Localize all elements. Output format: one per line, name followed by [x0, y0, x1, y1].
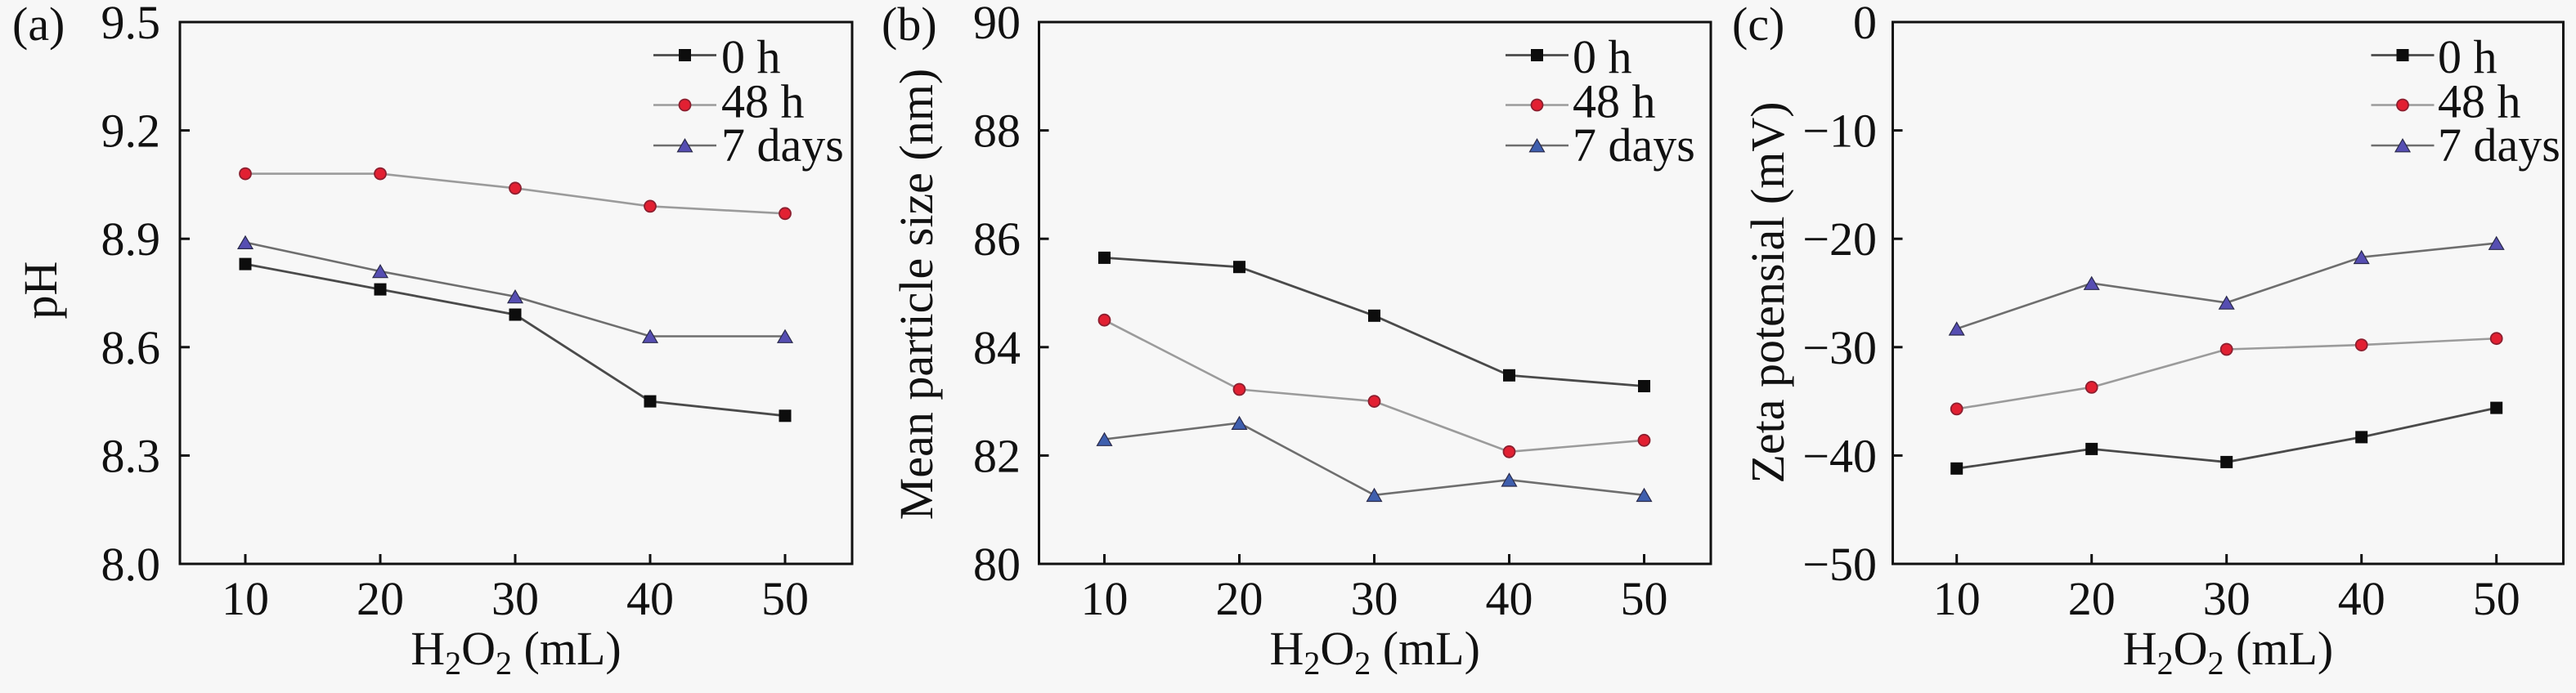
svg-text:30: 30	[1351, 572, 1398, 625]
svg-text:9.5: 9.5	[101, 0, 161, 49]
svg-text:−10: −10	[1802, 105, 1877, 158]
svg-text:H2O2 (mL): H2O2 (mL)	[2123, 622, 2333, 682]
svg-text:Zeta potensial (mV): Zeta potensial (mV)	[1741, 101, 1794, 483]
svg-text:7 days: 7 days	[721, 118, 844, 172]
svg-text:40: 40	[1486, 572, 1533, 625]
svg-text:50: 50	[761, 572, 809, 625]
svg-text:(a): (a)	[12, 0, 65, 51]
svg-text:10: 10	[1933, 572, 1981, 625]
svg-text:30: 30	[491, 572, 539, 625]
svg-text:(c): (c)	[1732, 0, 1784, 51]
svg-text:50: 50	[2473, 572, 2520, 625]
svg-text:10: 10	[1081, 572, 1129, 625]
svg-text:H2O2 (mL): H2O2 (mL)	[1269, 622, 1479, 682]
svg-text:−50: −50	[1802, 538, 1877, 591]
svg-text:88: 88	[973, 105, 1021, 158]
svg-text:0: 0	[1853, 0, 1877, 49]
svg-text:48 h: 48 h	[721, 75, 805, 128]
svg-text:84: 84	[973, 321, 1021, 374]
svg-text:8.6: 8.6	[101, 321, 161, 374]
svg-text:0 h: 0 h	[721, 30, 781, 83]
svg-text:−40: −40	[1802, 429, 1877, 482]
svg-text:Mean particle size (nm): Mean particle size (nm)	[890, 69, 943, 520]
svg-text:pH: pH	[14, 262, 67, 320]
svg-text:40: 40	[626, 572, 674, 625]
svg-text:9.2: 9.2	[101, 105, 161, 158]
svg-text:40: 40	[2338, 572, 2385, 625]
svg-text:8.3: 8.3	[101, 429, 161, 482]
svg-text:−30: −30	[1802, 321, 1877, 374]
svg-text:H2O2 (mL): H2O2 (mL)	[411, 622, 621, 682]
svg-text:8.9: 8.9	[101, 212, 161, 266]
svg-text:20: 20	[1216, 572, 1263, 625]
svg-text:30: 30	[2203, 572, 2251, 625]
svg-text:8.0: 8.0	[101, 538, 161, 591]
svg-text:82: 82	[973, 429, 1021, 482]
svg-text:48 h: 48 h	[1573, 75, 1656, 128]
svg-text:90: 90	[973, 0, 1021, 49]
svg-text:7 days: 7 days	[2438, 118, 2560, 172]
svg-text:10: 10	[222, 572, 269, 625]
svg-text:0 h: 0 h	[1573, 30, 1632, 83]
svg-text:50: 50	[1621, 572, 1668, 625]
svg-text:86: 86	[973, 212, 1021, 266]
svg-text:0 h: 0 h	[2438, 30, 2497, 83]
svg-text:−20: −20	[1802, 212, 1877, 266]
svg-text:48 h: 48 h	[2438, 75, 2521, 128]
svg-text:(b): (b)	[882, 0, 937, 51]
svg-text:7 days: 7 days	[1573, 118, 1695, 172]
svg-text:80: 80	[973, 538, 1021, 591]
svg-text:20: 20	[2068, 572, 2116, 625]
svg-text:20: 20	[357, 572, 404, 625]
